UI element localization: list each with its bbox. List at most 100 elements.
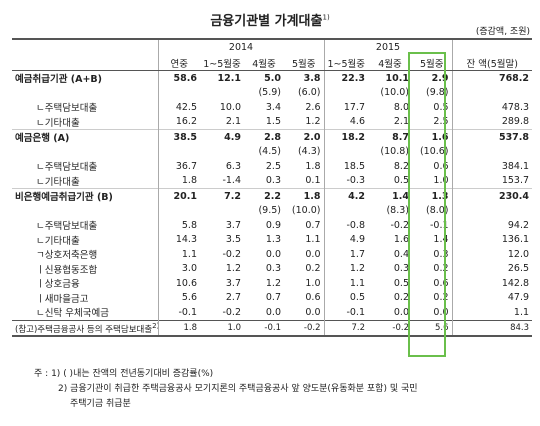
- col-header: 4월중: [368, 55, 412, 71]
- table-cell: 3.8: [303, 72, 321, 84]
- table-row: 예금취급기관 (A+B) 58.6 12.1 5.0 3.8 22.3 10.1 2.9 768…: [12, 70, 533, 86]
- table-cell: (10.6): [419, 146, 449, 158]
- table-cell: 384.1: [451, 159, 533, 174]
- table-cell: (8.0): [425, 205, 449, 217]
- table-cell: [200, 86, 244, 101]
- table-cell: (4.5): [258, 146, 281, 158]
- table-cell: [323, 85, 368, 100]
- table-cell: 10.6: [157, 276, 200, 291]
- table-cell: 0.0: [305, 306, 321, 318]
- table-cell: 16.2: [157, 114, 200, 130]
- table-row: ㅣ상호금융 10.6 3.7 1.2 1.0 1.1 0.5 0.6 142.8: [12, 276, 533, 291]
- table-cell: 5.6: [157, 290, 200, 305]
- table-row: (4.5) (4.3) (10.8) (10.6): [12, 144, 533, 160]
- unit-label: (증감액, 조원): [475, 27, 530, 37]
- table-cell: [451, 144, 533, 159]
- table-cell: 537.8: [451, 129, 533, 145]
- table-cell: 26.5: [451, 261, 533, 276]
- table-cell: 1.7: [323, 247, 368, 262]
- table-cell: 5.0: [264, 72, 281, 84]
- table-cell: (10.8): [380, 146, 409, 158]
- table-cell: 0.0: [265, 306, 281, 318]
- table-cell: -0.2: [222, 248, 241, 260]
- table-cell: 1.4: [433, 234, 449, 246]
- table-cell: 22.3: [323, 70, 368, 86]
- table-cell: -1.4: [222, 175, 241, 187]
- table-cell: 94.2: [451, 218, 533, 233]
- table-cell: [451, 203, 533, 218]
- table-cell: (9.8): [425, 87, 449, 99]
- table-cell: [451, 85, 533, 100]
- table-cell: 18.2: [323, 129, 368, 145]
- table-cell: 17.7: [323, 100, 368, 115]
- row-label: [12, 204, 158, 219]
- table-cell: 2.2: [264, 190, 281, 202]
- row-label: ㅣ신용협동조합: [36, 264, 98, 276]
- table-cell: (10.0): [291, 205, 321, 217]
- table-row: ㅣ새마을금고 5.6 2.7 0.7 0.6 0.5 0.2 0.2 47.9: [12, 290, 533, 305]
- footnote-2: 2) 금융기관이 취급한 주택금융공사 모기지론의 주택금융공사 앞 양도분(유…: [58, 384, 418, 394]
- table-cell: [157, 203, 200, 218]
- footnote-1: 주 : 1) ( )내는 잔액의 전년동기대비 증감률(%): [34, 369, 214, 379]
- table-cell: [323, 203, 368, 218]
- table-cell: -0.1: [323, 305, 368, 320]
- table-cell: -0.8: [323, 218, 368, 233]
- table-row: ㅣ신용협동조합 3.0 1.2 0.3 0.2 1.2 0.3 0.2 26.5: [12, 261, 533, 276]
- footnote-2-cont: 주택기금 취급분: [70, 399, 131, 409]
- row-label: ㄴ주택담보대출: [36, 162, 98, 174]
- table-cell: 2.1: [225, 116, 241, 128]
- table-cell: 1.0: [305, 277, 321, 289]
- table-cell: 1.5: [265, 116, 281, 128]
- table-cell: 0.5: [393, 277, 409, 289]
- table-cell: 0.2: [393, 292, 409, 304]
- table-row: 예금은행 (A) 38.5 4.9 2.8 2.0 18.2 8.7 1.6 537.8: [12, 129, 533, 145]
- row-label: ㄴ주택담보대출: [36, 103, 98, 115]
- table-cell: 0.3: [433, 248, 449, 260]
- table-cell: 0.5: [323, 290, 368, 305]
- table-cell: 136.1: [451, 232, 533, 247]
- table-cell: 6.3: [225, 160, 241, 172]
- table-cell: 36.7: [157, 159, 200, 174]
- table-cell: 1.8: [157, 173, 200, 189]
- table-cell: 0.2: [433, 263, 449, 275]
- table-cell: 0.5: [393, 175, 409, 187]
- col-header: 잔 액(5월말): [451, 55, 533, 71]
- table-cell: 2.5: [265, 160, 281, 172]
- row-label: ㄴ주택담보대출: [36, 221, 98, 233]
- row-label: [12, 145, 158, 160]
- table-cell: 4.2: [323, 188, 368, 204]
- table-cell: 1.4: [392, 190, 409, 202]
- table-row: ㄴ주택담보대출 5.8 3.7 0.9 0.7 -0.8 -0.2 -0.1 94.2: [12, 218, 533, 233]
- table-cell: 1.2: [265, 277, 281, 289]
- table-cell: -0.1: [157, 305, 200, 320]
- table-cell: 12.1: [217, 72, 241, 84]
- table-cell: 0.0: [305, 248, 321, 260]
- table-cell: 0.3: [393, 263, 409, 275]
- table-cell: 5.8: [157, 218, 200, 233]
- row-label: [12, 86, 158, 101]
- table-cell: 2.6: [305, 101, 321, 113]
- table-cell: (5.9): [258, 87, 281, 99]
- table-row: ㄴ기타대출 1.8 -1.4 0.3 0.1 -0.3 0.5 1.0 153.7: [12, 173, 533, 189]
- table-cell: 0.0: [265, 248, 281, 260]
- table-cell: [323, 144, 368, 159]
- table-cell: 4.9: [323, 232, 368, 247]
- table-cell: 1.3: [431, 190, 449, 202]
- header-year-2014: 2014: [157, 38, 324, 55]
- table-row: ㄴ주택담보대출 36.7 6.3 2.5 1.8 18.5 8.2 0.6 384.1: [12, 159, 533, 174]
- row-label: 예금은행 (A): [15, 133, 70, 145]
- table-cell: (8.3): [386, 205, 409, 217]
- row-label: ㄴ기타대출: [36, 176, 80, 188]
- table-cell: 0.6: [305, 292, 321, 304]
- table-row: (9.5) (10.0) (8.3) (8.0): [12, 203, 533, 219]
- table-cell: [200, 145, 244, 160]
- table-cell: 1.1: [451, 305, 533, 320]
- table-cell: 289.8: [451, 114, 533, 130]
- col-header: 연중: [157, 55, 200, 71]
- table-cell: 1.1: [305, 234, 321, 246]
- table-cell: 1.2: [225, 263, 241, 275]
- table-cell: 3.7: [225, 219, 241, 231]
- header-row-years: 2014 2015: [12, 38, 533, 55]
- table-cell: 3.4: [265, 101, 281, 113]
- table-cell: 1.2: [323, 261, 368, 276]
